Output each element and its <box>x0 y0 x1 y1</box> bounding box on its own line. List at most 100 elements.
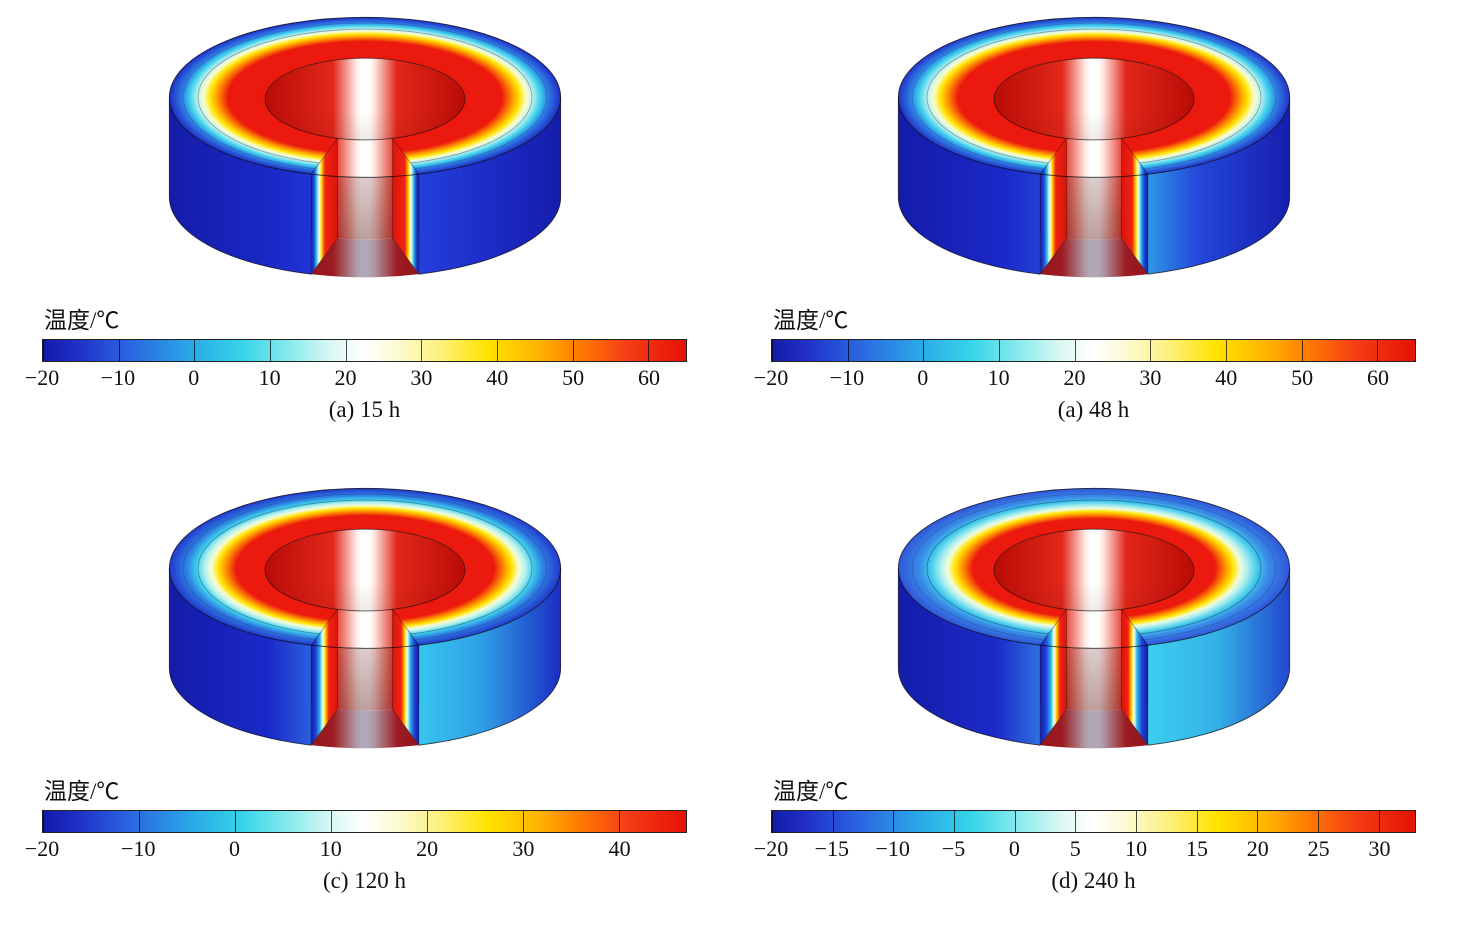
colorbar-tick-mark <box>522 811 524 832</box>
colorbar-tick-mark <box>1135 811 1137 832</box>
colorbar-tick-label: 40 <box>1215 365 1238 390</box>
colorbar-tick-label: 15 <box>1185 836 1208 861</box>
colorbar-tick-label: −10 <box>100 365 136 390</box>
colorbar-tick-mark <box>572 340 574 361</box>
colorbar-tick-mark <box>426 811 428 832</box>
colorbar-tick-mark <box>421 340 423 361</box>
colorbar-tick-mark <box>118 340 120 361</box>
panel-caption: (c) 120 h <box>322 868 407 893</box>
panel-caption: (a) 48 h <box>1057 397 1130 422</box>
colorbar-tick-label: −20 <box>753 836 789 861</box>
colorbar-tick-label: 60 <box>1367 365 1390 390</box>
colorbar-tick-mark <box>330 811 332 832</box>
colorbar-tick-label: 50 <box>1291 365 1314 390</box>
colorbar-tick-label: 25 <box>1307 836 1330 861</box>
colorbar <box>42 810 687 833</box>
colorbar-title: 温度/℃ <box>773 308 849 333</box>
thermal-cutaway-3d <box>168 487 561 749</box>
colorbar-tick-mark <box>847 340 849 361</box>
colorbar-tick-label: 10 <box>258 365 281 390</box>
colorbar-tick-mark <box>1257 811 1259 832</box>
colorbar-tick-label: 60 <box>638 365 661 390</box>
colorbar-tick-label: 30 <box>1139 365 1162 390</box>
colorbar-tick-mark <box>43 811 44 832</box>
colorbar-area: 温度/℃ −20 −10 0 10 20 30 40 <box>25 779 687 863</box>
colorbar-tick-label: 40 <box>608 836 631 861</box>
colorbar-tick-label: 20 <box>1063 365 1086 390</box>
colorbar-tick-mark <box>923 340 925 361</box>
colorbar-tick-label: 0 <box>188 365 200 390</box>
colorbar-tick-mark <box>1378 811 1380 832</box>
colorbar-tick-label: 30 <box>512 836 535 861</box>
colorbar-area: 温度/℃ −20 −10 0 10 20 30 40 50 60 <box>25 308 687 392</box>
colorbar-tick-mark <box>1225 340 1227 361</box>
colorbar-tick-label: 30 <box>410 365 433 390</box>
colorbar-tick-label: 5 <box>1069 836 1081 861</box>
colorbar-tick-mark <box>1301 340 1303 361</box>
panel-15h: 温度/℃ −20 −10 0 10 20 30 40 50 60 (a) 15 h <box>0 0 729 471</box>
colorbar-tick-mark <box>234 811 236 832</box>
colorbar-tick-label: 10 <box>319 836 342 861</box>
colorbar-tick-mark <box>618 811 620 832</box>
colorbar-tick-label: −10 <box>875 836 910 861</box>
colorbar-title: 温度/℃ <box>44 779 120 804</box>
colorbar <box>771 339 1416 362</box>
panel-caption: (d) 240 h <box>1051 868 1136 893</box>
colorbar-tick-mark <box>194 340 196 361</box>
colorbar-title: 温度/℃ <box>773 779 849 804</box>
colorbar-tick-mark <box>893 811 895 832</box>
panel-caption: (a) 15 h <box>328 397 401 422</box>
thermal-cutaway-3d <box>897 16 1290 278</box>
colorbar-tick-label: 20 <box>1246 836 1269 861</box>
colorbar-tick-label: 0 <box>229 836 241 861</box>
colorbar-tick-mark <box>1075 811 1077 832</box>
panel-120h: 温度/℃ −20 −10 0 10 20 30 40 (c) 120 h <box>0 471 729 943</box>
colorbar-tick-label: 0 <box>917 365 929 390</box>
colorbar-tick-mark <box>648 340 650 361</box>
colorbar-tick-label: 50 <box>562 365 585 390</box>
colorbar <box>771 810 1416 833</box>
colorbar-tick-label: −15 <box>814 836 850 861</box>
colorbar-tick-label: 40 <box>486 365 509 390</box>
colorbar-tick-label: −10 <box>121 836 156 861</box>
colorbar-tick-labels: −20 −15 −10 −5 0 5 10 15 20 25 30 <box>754 833 1416 863</box>
colorbar-tick-label: 0 <box>1008 836 1020 861</box>
colorbar-tick-mark <box>1014 811 1016 832</box>
colorbar-tick-mark <box>998 340 1000 361</box>
colorbar-tick-label: −20 <box>24 365 60 390</box>
colorbar-tick-labels: −20 −10 0 10 20 30 40 <box>25 833 687 863</box>
panel-48h: 温度/℃ −20 −10 0 10 20 30 40 50 60 (a) 48 h <box>729 0 1458 471</box>
colorbar-tick-mark <box>953 811 955 832</box>
colorbar-tick-label: 20 <box>416 836 439 861</box>
colorbar-tick-labels: −20 −10 0 10 20 30 40 50 60 <box>754 362 1416 392</box>
colorbar-tick-mark <box>1074 340 1076 361</box>
colorbar-tick-mark <box>832 811 834 832</box>
thermal-cutaway-3d <box>168 16 561 278</box>
colorbar-tick-mark <box>345 340 347 361</box>
colorbar-tick-mark <box>138 811 140 832</box>
colorbar-tick-mark <box>269 340 271 361</box>
colorbar-tick-label: 10 <box>1125 836 1148 861</box>
colorbar-tick-mark <box>496 340 498 361</box>
colorbar-tick-mark <box>1317 811 1319 832</box>
colorbar-tick-mark <box>772 340 773 361</box>
colorbar-tick-mark <box>772 811 773 832</box>
colorbar-tick-mark <box>1377 340 1379 361</box>
colorbar-tick-label: −10 <box>829 365 865 390</box>
colorbar-tick-mark <box>1196 811 1198 832</box>
colorbar-tick-labels: −20 −10 0 10 20 30 40 50 60 <box>25 362 687 392</box>
colorbar-tick-mark <box>1150 340 1152 361</box>
panel-240h: 温度/℃ −20 −15 −10 −5 0 5 10 15 20 25 30 (d) 240 h <box>729 471 1458 943</box>
colorbar-tick-label: −20 <box>24 836 60 861</box>
colorbar <box>42 339 687 362</box>
colorbar-tick-label: −5 <box>941 836 966 861</box>
colorbar-tick-label: 20 <box>334 365 357 390</box>
thermal-cutaway-3d <box>897 487 1290 749</box>
colorbar-title: 温度/℃ <box>44 308 120 333</box>
colorbar-tick-label: 30 <box>1368 836 1391 861</box>
colorbar-tick-label: 10 <box>987 365 1010 390</box>
colorbar-tick-mark <box>43 340 44 361</box>
colorbar-area: 温度/℃ −20 −15 −10 −5 0 5 10 15 20 25 30 <box>754 779 1416 863</box>
colorbar-tick-label: −20 <box>753 365 789 390</box>
